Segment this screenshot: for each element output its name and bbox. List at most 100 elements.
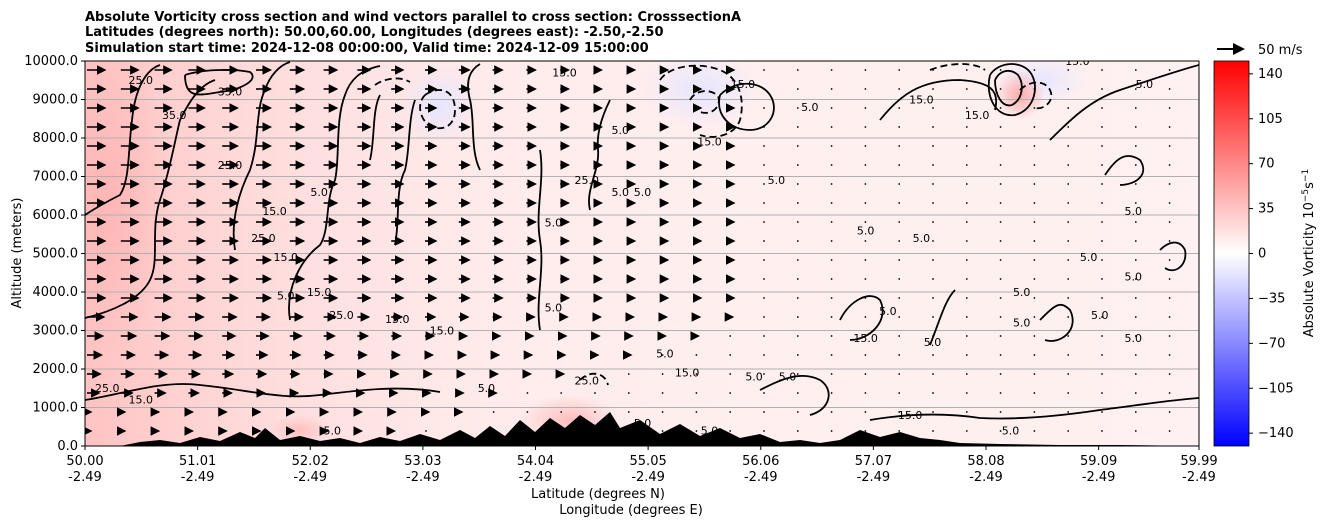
wind-vector xyxy=(932,278,934,280)
wind-vector xyxy=(932,88,934,90)
wind-vector xyxy=(1067,126,1070,128)
contour-label: 15.0 xyxy=(307,286,332,299)
wind-vector xyxy=(932,354,934,356)
wind-vector xyxy=(1134,297,1137,299)
contour-line xyxy=(232,61,291,251)
contour-label: 15.0 xyxy=(552,66,577,79)
contour-label: 5.0 xyxy=(924,336,942,349)
contour-line xyxy=(1039,303,1074,342)
wind-vector xyxy=(1067,259,1070,261)
contour-line-dashed xyxy=(929,63,986,71)
wind-vector xyxy=(864,354,867,356)
contour-label: 25.0 xyxy=(575,174,600,187)
wind-vector xyxy=(763,316,765,318)
wind-vector xyxy=(864,259,867,261)
wind-vector xyxy=(830,145,833,147)
x-tick-label-lat: 51.01 xyxy=(179,454,216,469)
colorbar: −140 −105 −70 −35 0 35 70 105 140 Absolute Vorti… xyxy=(1213,60,1317,447)
wind-vector xyxy=(796,164,799,166)
y-axis-label: Altitude (meters) xyxy=(10,198,25,309)
wind-vector xyxy=(965,88,968,90)
wind-vector xyxy=(1033,278,1036,280)
wind-vector xyxy=(1168,107,1171,109)
wind-vector xyxy=(898,430,901,432)
wind-vector xyxy=(695,392,698,394)
contour-line xyxy=(1104,155,1145,186)
wind-vector xyxy=(661,411,664,413)
wind-vector xyxy=(729,354,732,356)
contour-label: 25.0 xyxy=(129,74,154,87)
contour-line xyxy=(467,63,481,171)
wind-vector xyxy=(1033,392,1036,394)
wind-vector xyxy=(763,335,765,337)
wind-vector xyxy=(1168,373,1171,375)
wind-vector xyxy=(1101,373,1103,375)
y-tick-label: 2000.0 xyxy=(33,362,79,377)
wind-vector xyxy=(830,392,833,394)
wind-vector xyxy=(1033,411,1036,413)
quiver-key: 50 m/s xyxy=(1217,43,1303,58)
wind-vector xyxy=(796,316,799,318)
contour-label: 25.0 xyxy=(95,382,120,395)
title-line-2: Latitudes (degrees north): 50.00,60.00, … xyxy=(85,25,664,40)
wind-vector xyxy=(1033,107,1036,109)
wind-vector xyxy=(1168,392,1171,394)
wind-vector xyxy=(526,392,529,394)
wind-vector xyxy=(763,392,765,394)
wind-vector xyxy=(1067,164,1070,166)
wind-vector xyxy=(864,430,867,432)
wind-vector xyxy=(1101,392,1103,394)
contour-label: 5.0 xyxy=(612,186,630,199)
wind-vector xyxy=(932,202,934,204)
wind-vector xyxy=(898,297,901,299)
wind-vector xyxy=(796,335,799,337)
wind-vector xyxy=(1168,126,1171,128)
wind-vector xyxy=(932,164,934,166)
wind-vector xyxy=(1168,183,1171,185)
wind-vector xyxy=(1033,373,1036,375)
wind-vector xyxy=(932,335,934,337)
x-axis-ticks: 50.00-2.4951.01-2.4952.02-2.4953.03-2.49… xyxy=(66,446,1218,485)
x-tick-label-lon: -2.49 xyxy=(1082,470,1116,485)
wind-vector xyxy=(999,183,1002,185)
wind-vector xyxy=(1101,430,1103,432)
wind-vector xyxy=(627,373,630,375)
wind-vector xyxy=(999,240,1002,242)
x-tick-label-lon: -2.49 xyxy=(68,470,102,485)
contour-line xyxy=(929,289,956,346)
wind-vector xyxy=(1033,354,1036,356)
wind-vector xyxy=(898,183,901,185)
contour-line xyxy=(369,94,381,161)
wind-vector xyxy=(1067,145,1070,147)
colorbar-tick-label: 0 xyxy=(1258,247,1266,262)
contour-label: 15.0 xyxy=(965,109,990,122)
contour-label: 15.0 xyxy=(430,324,455,337)
colorbar-tick-label: 105 xyxy=(1258,112,1283,127)
wind-vector xyxy=(830,69,833,71)
wind-vector xyxy=(763,259,765,261)
wind-vector xyxy=(1067,354,1070,356)
wind-vector xyxy=(763,183,765,185)
wind-vector xyxy=(1033,126,1036,128)
wind-vector xyxy=(932,259,934,261)
wind-vector xyxy=(1067,297,1070,299)
wind-vector xyxy=(830,278,833,280)
y-tick-label: 1000.0 xyxy=(33,401,79,416)
contour-label: 35.0 xyxy=(162,109,187,122)
contour-line xyxy=(537,149,543,331)
contour-label: 15.0 xyxy=(898,409,923,422)
wind-vector xyxy=(830,354,833,356)
x-tick-label-lat: 55.05 xyxy=(630,454,667,469)
wind-vector xyxy=(1033,240,1036,242)
wind-vector xyxy=(999,297,1002,299)
grid-lines xyxy=(85,61,1199,446)
wind-vector xyxy=(1168,164,1171,166)
colorbar-tick-label: 70 xyxy=(1258,157,1275,172)
wind-vector xyxy=(965,164,968,166)
wind-vector xyxy=(864,392,867,394)
wind-vector xyxy=(830,430,833,432)
wind-vector xyxy=(1033,316,1036,318)
plot-area: 25.035.035.025.015.05.025.015.05.0 15.025… xyxy=(85,61,1199,446)
wind-vector xyxy=(898,373,901,375)
contour-label: -5.0 xyxy=(320,424,341,437)
